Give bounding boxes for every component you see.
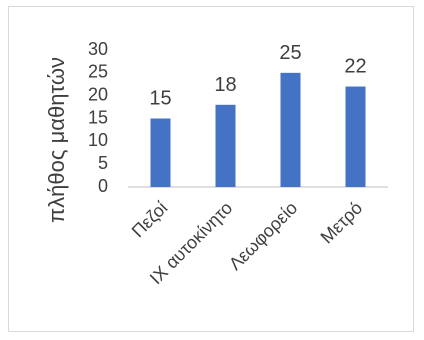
data-label: 18	[214, 74, 236, 96]
y-tick-label: 15	[88, 107, 108, 127]
y-tick-label: 10	[88, 130, 108, 150]
y-tick-label: 30	[88, 39, 108, 59]
y-tick-label: 20	[88, 84, 108, 104]
data-labels-group: 15 18 25 22	[149, 42, 366, 110]
y-tick-label: 0	[98, 176, 108, 196]
x-category-label: Λεωφορείο	[225, 198, 301, 274]
x-category-label: Μετρό	[317, 198, 367, 248]
x-category-label: Πεζοί	[128, 198, 172, 242]
bar	[150, 118, 171, 187]
bar	[345, 86, 366, 187]
bars-group	[150, 72, 366, 187]
data-label: 25	[279, 42, 301, 64]
y-axis-title: πλήθος μαθητών	[44, 57, 69, 223]
bar	[280, 72, 301, 187]
y-tick-label: 25	[88, 62, 108, 82]
data-label: 15	[149, 88, 171, 110]
data-label: 22	[344, 56, 366, 78]
y-tick-label: 5	[98, 153, 108, 173]
bar	[215, 104, 236, 187]
